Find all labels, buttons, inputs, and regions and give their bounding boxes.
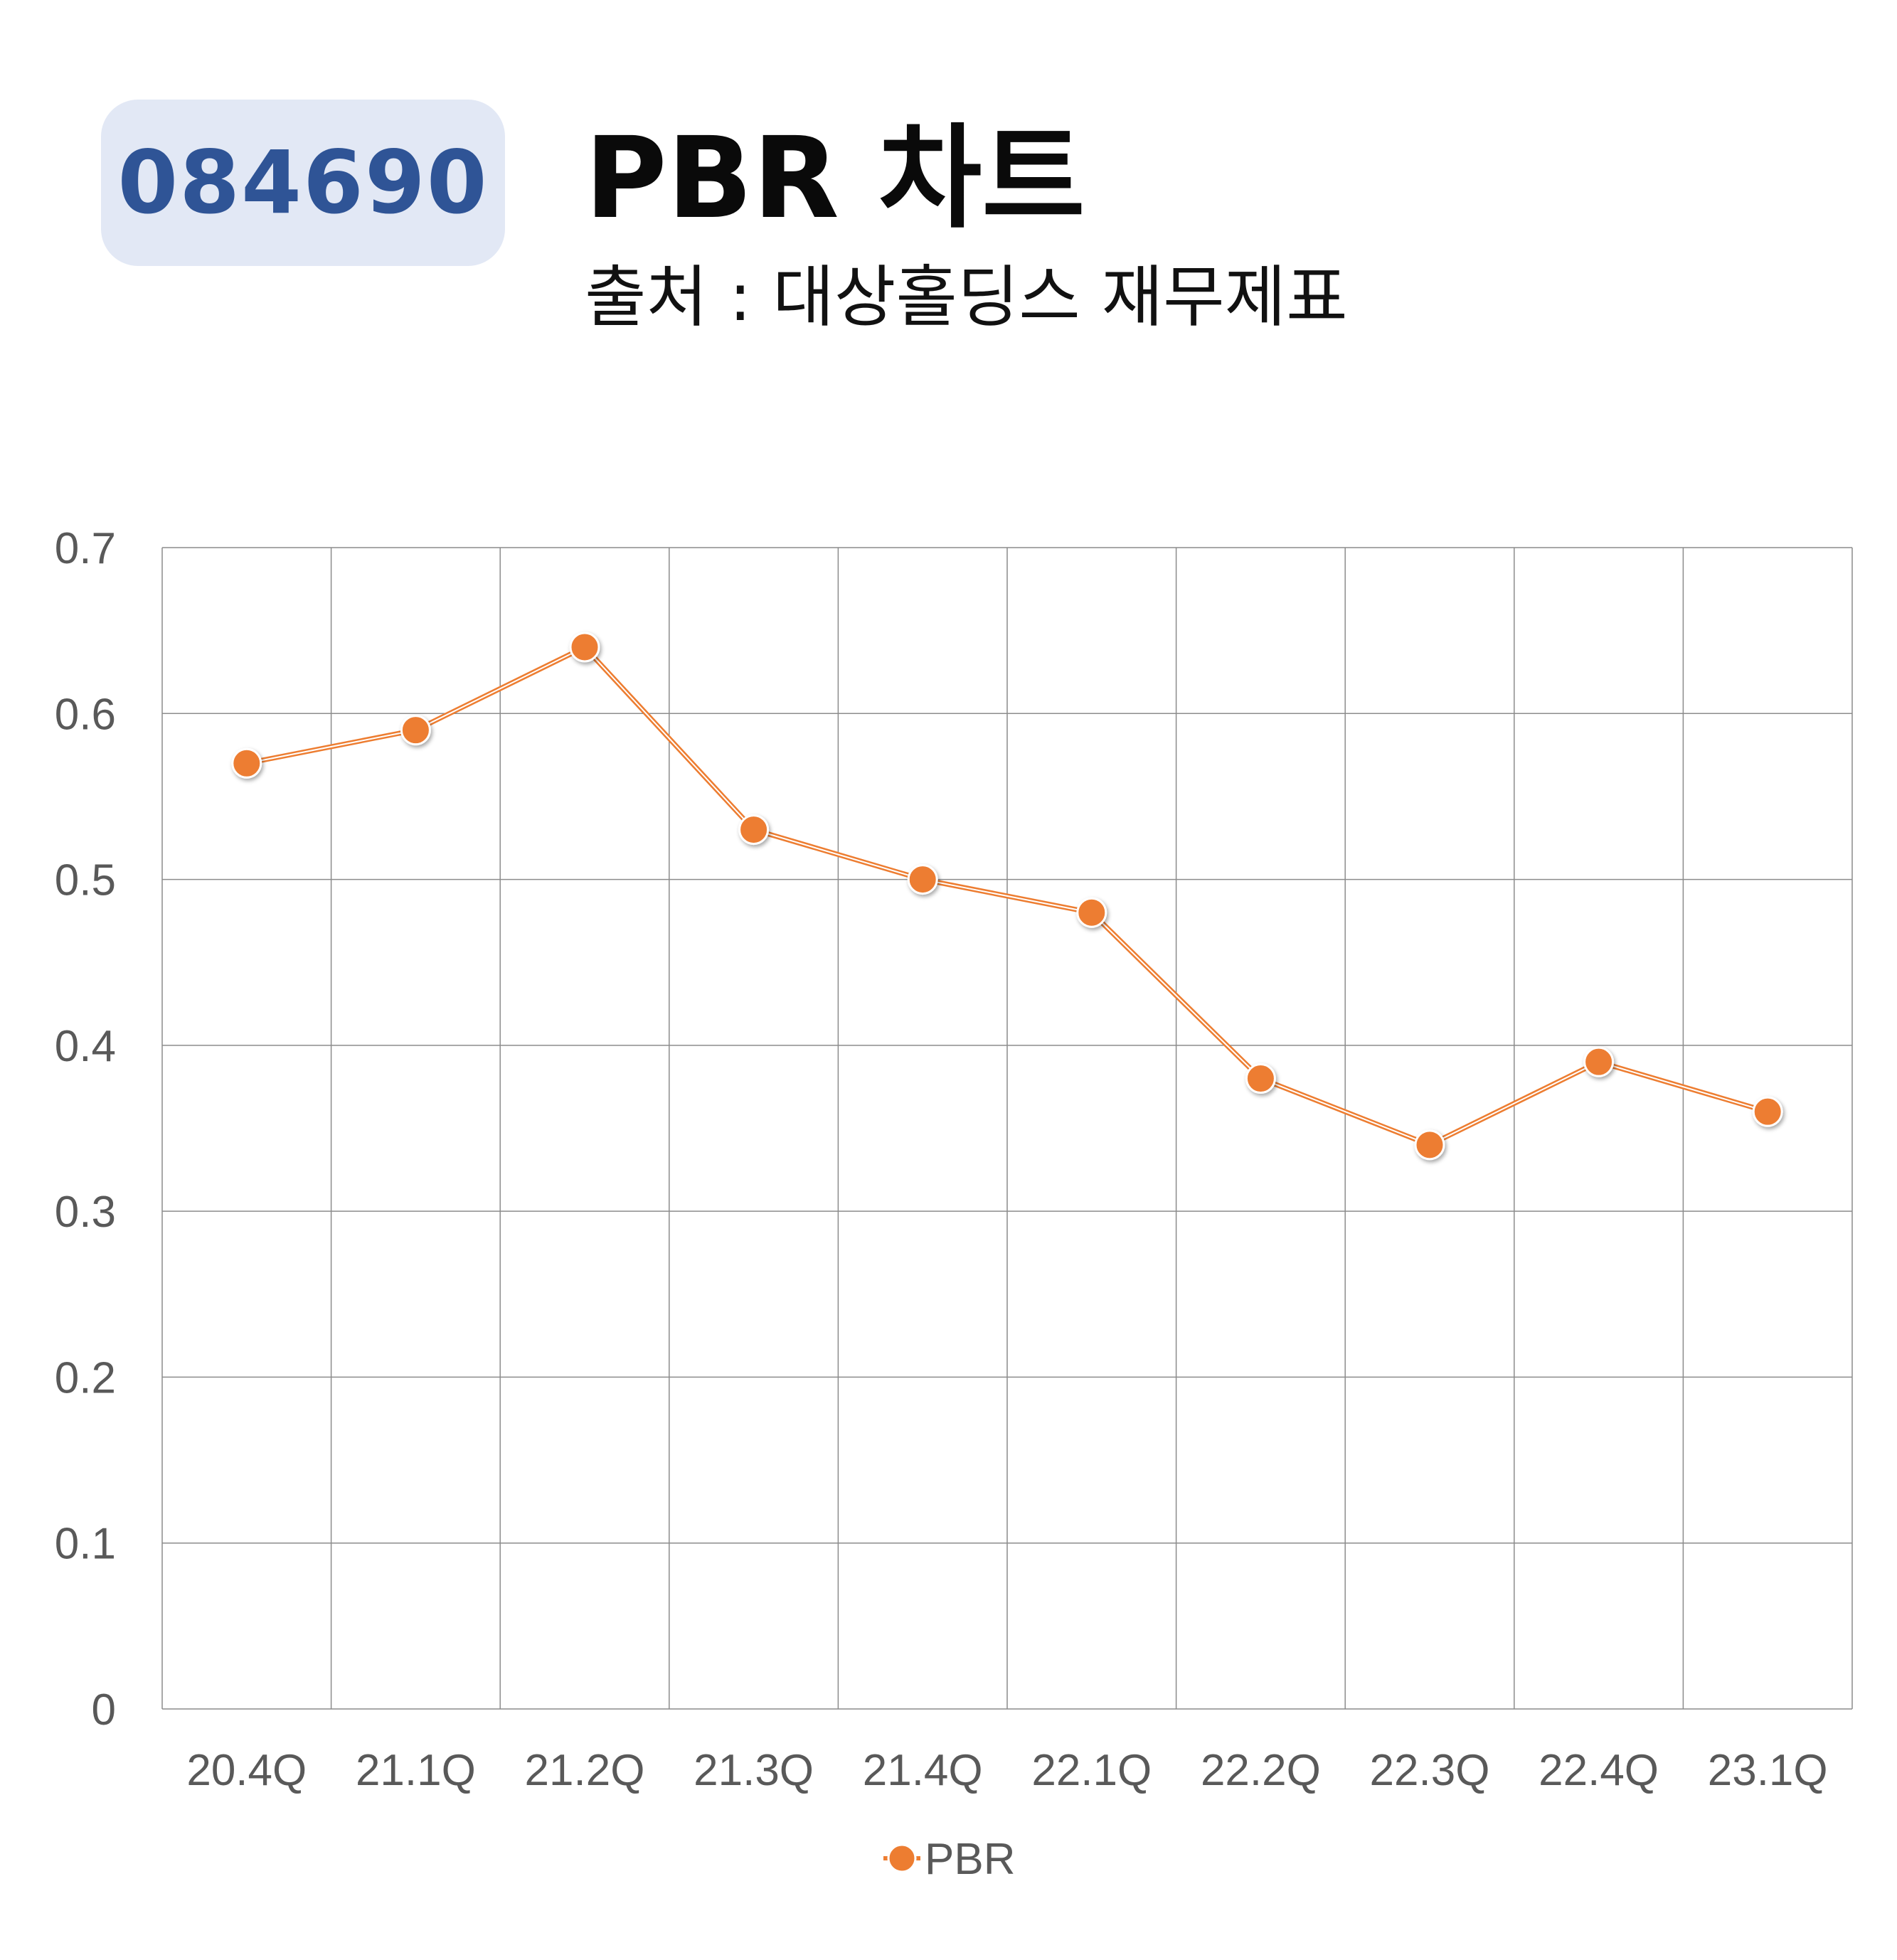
legend: PBR — [883, 1835, 1015, 1884]
x-tick-label: 23.1Q — [1708, 1746, 1828, 1795]
axis-labels: 0 0.1 0.2 0.3 0.4 0.5 0.6 0.7 20.4Q 21.1Q 21.2Q 21.… — [55, 524, 1828, 1795]
data-point — [231, 747, 262, 779]
legend-label: PBR — [925, 1835, 1015, 1884]
x-tick-label: 22.3Q — [1370, 1746, 1490, 1795]
y-tick-label: 0.7 — [55, 524, 116, 573]
x-tick-label: 21.1Q — [356, 1746, 476, 1795]
x-tick-label: 21.4Q — [863, 1746, 983, 1795]
y-tick-label: 0.2 — [55, 1353, 116, 1402]
data-point — [738, 814, 770, 846]
legend-marker — [887, 1843, 917, 1873]
y-tick-label: 0.1 — [55, 1520, 116, 1569]
x-tick-label: 22.4Q — [1539, 1746, 1659, 1795]
data-point — [907, 864, 938, 895]
x-tick-label: 22.2Q — [1201, 1746, 1321, 1795]
data-point — [569, 632, 600, 663]
grid-lines — [161, 547, 1853, 1710]
data-point — [1414, 1129, 1445, 1161]
data-point — [1245, 1063, 1276, 1094]
x-tick-label: 21.2Q — [525, 1746, 645, 1795]
x-tick-label: 20.4Q — [186, 1746, 307, 1795]
chart-title: PBR 차트 — [585, 113, 1085, 244]
data-point — [1583, 1046, 1615, 1077]
data-point — [1752, 1096, 1783, 1127]
x-tick-label: 21.3Q — [694, 1746, 814, 1795]
series-line-highlight — [246, 646, 1768, 1146]
data-point — [1076, 897, 1107, 928]
stock-code-badge: 084690 — [101, 100, 505, 266]
y-tick-label: 0.6 — [55, 690, 116, 739]
y-tick-label: 0.3 — [55, 1188, 116, 1237]
data-point — [400, 715, 431, 746]
series-pbr — [231, 632, 1783, 1161]
stock-code: 084690 — [117, 132, 489, 233]
chart-source: 출처 : 대상홀딩스 재무제표 — [585, 259, 1348, 336]
y-tick-label: 0 — [92, 1685, 116, 1735]
y-tick-label: 0.4 — [55, 1022, 116, 1071]
y-tick-label: 0.5 — [55, 856, 116, 905]
x-tick-label: 22.1Q — [1031, 1746, 1152, 1795]
